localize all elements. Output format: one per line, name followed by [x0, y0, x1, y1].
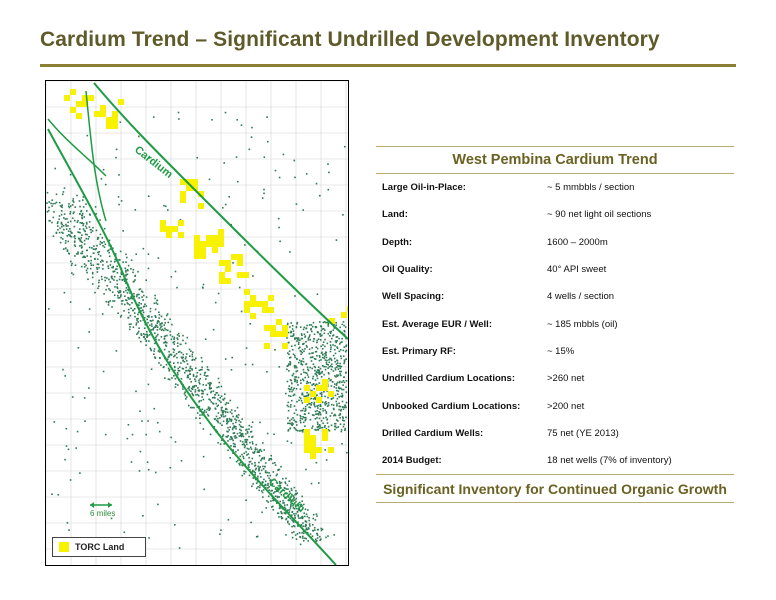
stat-value: ~ 15%: [547, 345, 575, 357]
stat-value: >260 net: [547, 373, 585, 385]
stat-value: ~ 5 mmbbls / section: [547, 182, 635, 194]
stat-label: Est. Average EUR / Well:: [382, 318, 492, 330]
stat-label: 2014 Budget:: [382, 455, 442, 467]
stats-table: Large Oil-in-Place: ~ 5 mmbbls / section L…: [376, 174, 734, 474]
panel-footer: Significant Inventory for Continued Orga…: [383, 481, 727, 498]
stats-row: 2014 Budget: 18 net wells (7% of inventor…: [376, 447, 734, 474]
map-legend: TORC Land: [52, 537, 146, 557]
torc-land-blocks: [64, 89, 348, 459]
trend-boundary-north: [93, 82, 348, 340]
stat-label: Large Oil-in-Place:: [382, 182, 466, 194]
stat-value: 75 net (YE 2013): [547, 427, 619, 439]
stat-value: 1600 – 2000m: [547, 236, 608, 248]
well-dots: [46, 111, 348, 553]
stat-value: ~ 185 mbbls (oil): [547, 318, 618, 330]
panel-footer-rule: [376, 474, 734, 476]
stat-label: Drilled Cardium Wells:: [382, 427, 484, 439]
stat-label: Well Spacing:: [382, 291, 445, 303]
stats-row: Depth: 1600 – 2000m: [376, 229, 734, 256]
stat-label: Oil Quality:: [382, 264, 433, 276]
scale-label: 6 miles: [90, 509, 116, 518]
stats-row: Unbooked Cardium Locations: >200 net: [376, 392, 734, 419]
map-canvas: Cardium Cardium: [46, 81, 348, 565]
trend-boundary-northeast: [47, 118, 107, 177]
panel-top-rule: [376, 146, 734, 147]
stat-value: 40° API sweet: [547, 264, 607, 276]
stat-label: Depth:: [382, 236, 413, 248]
stats-row: Drilled Cardium Wells: 75 net (YE 2013): [376, 420, 734, 447]
panel-bottom-rule: [376, 502, 734, 504]
stat-value: 18 net wells (7% of inventory): [547, 455, 672, 467]
stats-row: Undrilled Cardium Locations: >260 net: [376, 365, 734, 392]
stat-value: 4 wells / section: [547, 291, 615, 303]
legend-label: TORC Land: [75, 542, 125, 552]
panel-title-rule: [376, 173, 734, 174]
stat-label: Est. Primary RF:: [382, 345, 456, 357]
title-divider: [40, 64, 736, 67]
page-title: Cardium Trend – Significant Undrilled De…: [40, 28, 660, 51]
township-grid: [46, 81, 348, 565]
torc-land-swatch: [59, 542, 69, 552]
stat-value: ~ 90 net light oil sections: [547, 209, 652, 221]
stats-panel: West Pembina Cardium Trend Large Oil-in-…: [376, 146, 734, 504]
stats-row: Well Spacing: 4 wells / section: [376, 283, 734, 310]
stat-label: Unbooked Cardium Locations:: [382, 400, 521, 412]
stats-row: Oil Quality: 40° API sweet: [376, 256, 734, 283]
stat-label: Undrilled Cardium Locations:: [382, 373, 516, 385]
trend-boundary-inner: [85, 90, 107, 222]
stat-label: Land:: [382, 209, 408, 221]
stats-row: Land: ~ 90 net light oil sections: [376, 201, 734, 228]
scale-bar: [90, 502, 112, 508]
cardium-map: Cardium Cardium: [45, 80, 349, 566]
stats-row: Large Oil-in-Place: ~ 5 mmbbls / section: [376, 174, 734, 201]
stat-value: >200 net: [547, 400, 585, 412]
trend-boundary-south: [47, 128, 337, 565]
stats-row: Est. Primary RF: ~ 15%: [376, 338, 734, 365]
panel-title: West Pembina Cardium Trend: [452, 152, 658, 168]
stats-row: Est. Average EUR / Well: ~ 185 mbbls (oil…: [376, 310, 734, 337]
